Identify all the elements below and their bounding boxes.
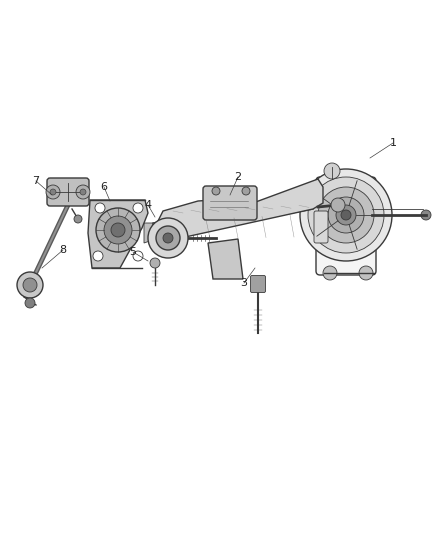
Circle shape: [93, 251, 103, 261]
Circle shape: [111, 223, 125, 237]
Polygon shape: [144, 223, 164, 243]
Circle shape: [212, 187, 220, 195]
Circle shape: [336, 205, 356, 225]
FancyBboxPatch shape: [203, 186, 257, 220]
Circle shape: [163, 233, 173, 243]
FancyBboxPatch shape: [47, 178, 89, 206]
FancyBboxPatch shape: [316, 177, 376, 275]
Text: 8: 8: [60, 245, 67, 255]
Circle shape: [324, 163, 340, 179]
Circle shape: [25, 298, 35, 308]
Circle shape: [359, 266, 373, 280]
Circle shape: [318, 187, 374, 243]
Circle shape: [341, 210, 351, 220]
Circle shape: [328, 197, 364, 233]
Circle shape: [80, 189, 86, 195]
Circle shape: [74, 215, 82, 223]
Text: 1: 1: [389, 138, 396, 148]
Text: 3: 3: [240, 278, 247, 288]
FancyBboxPatch shape: [314, 211, 328, 243]
FancyBboxPatch shape: [251, 276, 265, 293]
Polygon shape: [153, 197, 313, 239]
Circle shape: [95, 203, 105, 213]
Circle shape: [46, 185, 60, 199]
Text: 2: 2: [234, 172, 242, 182]
Circle shape: [148, 218, 188, 258]
Circle shape: [300, 169, 392, 261]
Circle shape: [133, 251, 143, 261]
Circle shape: [331, 198, 345, 212]
Circle shape: [104, 216, 132, 244]
Text: 6: 6: [100, 182, 107, 192]
Circle shape: [50, 189, 56, 195]
Text: 7: 7: [32, 176, 39, 186]
Polygon shape: [153, 179, 323, 243]
Circle shape: [308, 177, 384, 253]
Circle shape: [323, 266, 337, 280]
Polygon shape: [208, 239, 243, 279]
Circle shape: [23, 278, 37, 292]
Circle shape: [242, 187, 250, 195]
Circle shape: [150, 258, 160, 268]
Circle shape: [76, 185, 90, 199]
Text: 5: 5: [130, 247, 137, 257]
Circle shape: [156, 226, 180, 250]
Circle shape: [17, 272, 43, 298]
Circle shape: [96, 208, 140, 252]
Text: 4: 4: [145, 200, 152, 210]
Polygon shape: [88, 200, 148, 268]
Circle shape: [133, 203, 143, 213]
Circle shape: [421, 210, 431, 220]
